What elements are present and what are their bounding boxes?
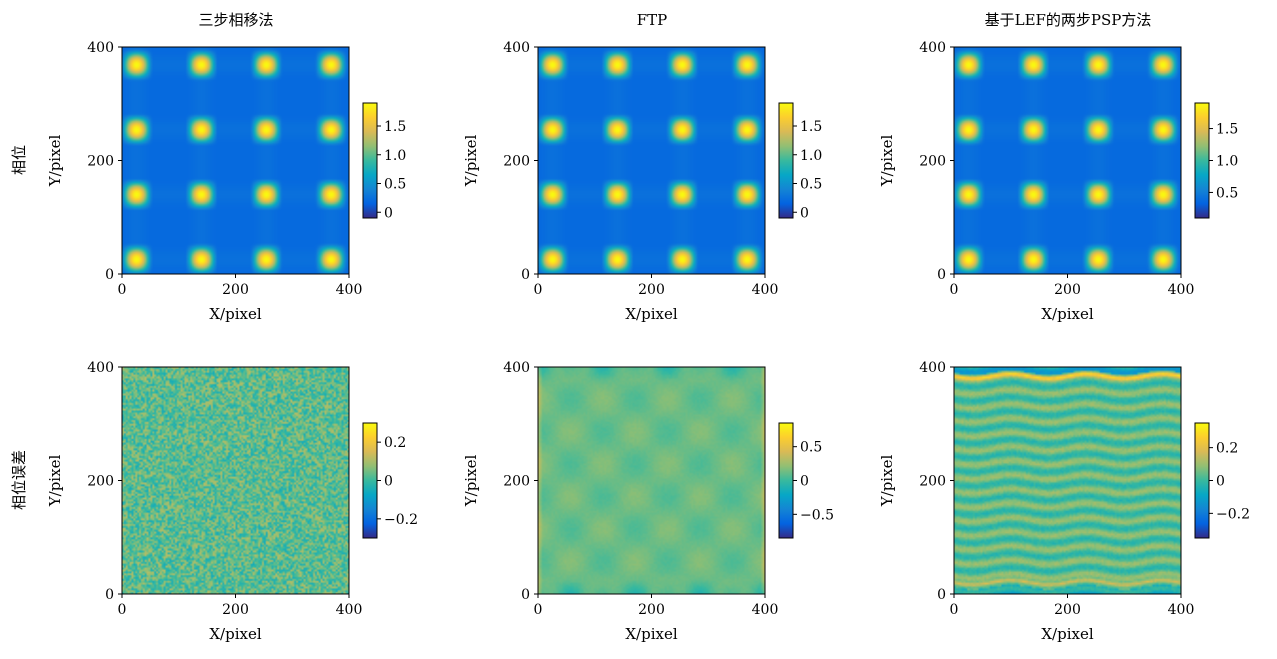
- panel-5: 0 200 400 0 200 400 X/pixel Y/pixel −0.5 0 0.5: [462, 360, 834, 643]
- colorbar-tick-label: 1.5: [384, 119, 406, 135]
- heatmap-image: [122, 367, 349, 594]
- panel-6: 0 200 400 0 200 400 X/pixel Y/pixel −0.2 0 0.2: [878, 360, 1250, 643]
- panel-4: 0 200 400 0 200 400 X/pixel Y/pixel −0.2 0 0.2: [46, 360, 418, 643]
- row-label-phase-error: 相位误差: [10, 450, 28, 510]
- x-tick-label: 400: [752, 602, 779, 618]
- y-tick-label: 0: [521, 587, 530, 603]
- x-tick-label: 200: [638, 282, 665, 298]
- colorbar-tick-label: 0: [384, 205, 393, 221]
- y-tick-label: 0: [937, 267, 946, 283]
- x-axis-label: X/pixel: [209, 305, 261, 323]
- x-axis-label: X/pixel: [209, 625, 261, 643]
- colorbar-tick-label: 0.5: [800, 440, 822, 456]
- colorbar: [1194, 102, 1210, 219]
- colorbar-tick-label: 0: [384, 474, 393, 490]
- y-axis-label: Y/pixel: [878, 135, 896, 188]
- y-tick-label: 200: [87, 154, 114, 170]
- heatmap-image: [538, 47, 765, 274]
- row-label-phase: 相位: [10, 145, 28, 175]
- colorbar: [778, 422, 794, 539]
- panels: 0 200 400 0 200 400 X/pixel Y/pixel 0 0.5 1.0 1.5 0 2…: [46, 40, 1250, 643]
- x-tick-label: 0: [950, 602, 959, 618]
- heatmap-image: [954, 367, 1181, 594]
- panel-1: 0 200 400 0 200 400 X/pixel Y/pixel 0 0.5 1.0 1.5: [46, 40, 406, 323]
- y-tick-label: 200: [503, 474, 530, 490]
- row-labels: 相位 相位误差: [10, 145, 28, 510]
- x-tick-label: 200: [1054, 282, 1081, 298]
- colorbar-tick-label: 0.5: [384, 177, 406, 193]
- colorbar-tick-label: 1.0: [384, 148, 406, 164]
- colorbar-tick-label: 1.5: [800, 119, 822, 135]
- colorbar-tick-label: 0.2: [1216, 441, 1238, 457]
- colorbar-tick-label: 0: [1216, 474, 1225, 490]
- y-tick-label: 200: [503, 154, 530, 170]
- x-tick-label: 0: [534, 282, 543, 298]
- y-tick-label: 400: [87, 40, 114, 56]
- heatmap-image: [122, 47, 349, 274]
- y-axis-label: Y/pixel: [46, 455, 64, 508]
- x-axis-label: X/pixel: [625, 305, 677, 323]
- colorbar: [362, 102, 378, 219]
- y-tick-label: 400: [503, 360, 530, 376]
- y-tick-label: 0: [105, 267, 114, 283]
- colorbar-tick-label: −0.2: [1216, 506, 1250, 522]
- x-tick-label: 200: [222, 282, 249, 298]
- panel-2: 0 200 400 0 200 400 X/pixel Y/pixel 0 0.5 1.0 1.5: [462, 40, 822, 323]
- x-tick-label: 400: [1168, 282, 1195, 298]
- colorbar-tick-label: 0: [800, 205, 809, 221]
- x-tick-label: 400: [1168, 602, 1195, 618]
- y-axis-label: Y/pixel: [46, 135, 64, 188]
- y-axis-label: Y/pixel: [462, 455, 480, 508]
- colorbar-tick-label: 1.0: [1216, 154, 1238, 170]
- x-tick-label: 0: [118, 282, 127, 298]
- y-tick-label: 200: [87, 474, 114, 490]
- y-tick-label: 400: [919, 40, 946, 56]
- x-tick-label: 0: [534, 602, 543, 618]
- x-axis-label: X/pixel: [625, 625, 677, 643]
- panel-3: 0 200 400 0 200 400 X/pixel Y/pixel 0.5 1.0 1.5: [878, 40, 1238, 323]
- colorbar-tick-label: −0.2: [384, 512, 418, 528]
- y-tick-label: 0: [937, 587, 946, 603]
- colorbar-tick-label: 0.2: [384, 435, 406, 451]
- colorbar-tick-label: −0.5: [800, 507, 834, 523]
- column-titles: 三步相移法 FTP 基于LEF的两步PSP方法: [198, 11, 1151, 29]
- y-tick-label: 200: [919, 474, 946, 490]
- y-tick-label: 0: [521, 267, 530, 283]
- heatmap-image: [954, 47, 1181, 274]
- y-tick-label: 400: [503, 40, 530, 56]
- x-tick-label: 200: [1054, 602, 1081, 618]
- x-tick-label: 0: [118, 602, 127, 618]
- colorbar: [778, 102, 794, 219]
- x-tick-label: 200: [638, 602, 665, 618]
- x-tick-label: 200: [222, 602, 249, 618]
- column-title-three-step: 三步相移法: [198, 11, 273, 29]
- x-tick-label: 400: [336, 602, 363, 618]
- colorbar: [1194, 422, 1210, 539]
- y-tick-label: 0: [105, 587, 114, 603]
- colorbar: [362, 422, 378, 539]
- colorbar-tick-label: 1.5: [1216, 122, 1238, 138]
- y-tick-label: 200: [919, 154, 946, 170]
- column-title-ftp: FTP: [637, 11, 668, 29]
- heatmap-image: [538, 367, 765, 594]
- x-tick-label: 0: [950, 282, 959, 298]
- colorbar-tick-label: 0.5: [1216, 185, 1238, 201]
- column-title-lef: 基于LEF的两步PSP方法: [985, 11, 1152, 29]
- y-axis-label: Y/pixel: [462, 135, 480, 188]
- x-axis-label: X/pixel: [1041, 305, 1093, 323]
- colorbar-tick-label: 0: [800, 474, 809, 490]
- y-tick-label: 400: [87, 360, 114, 376]
- x-tick-label: 400: [336, 282, 363, 298]
- colorbar-tick-label: 0.5: [800, 177, 822, 193]
- colorbar-tick-label: 1.0: [800, 148, 822, 164]
- y-axis-label: Y/pixel: [878, 455, 896, 508]
- y-tick-label: 400: [919, 360, 946, 376]
- x-axis-label: X/pixel: [1041, 625, 1093, 643]
- x-tick-label: 400: [752, 282, 779, 298]
